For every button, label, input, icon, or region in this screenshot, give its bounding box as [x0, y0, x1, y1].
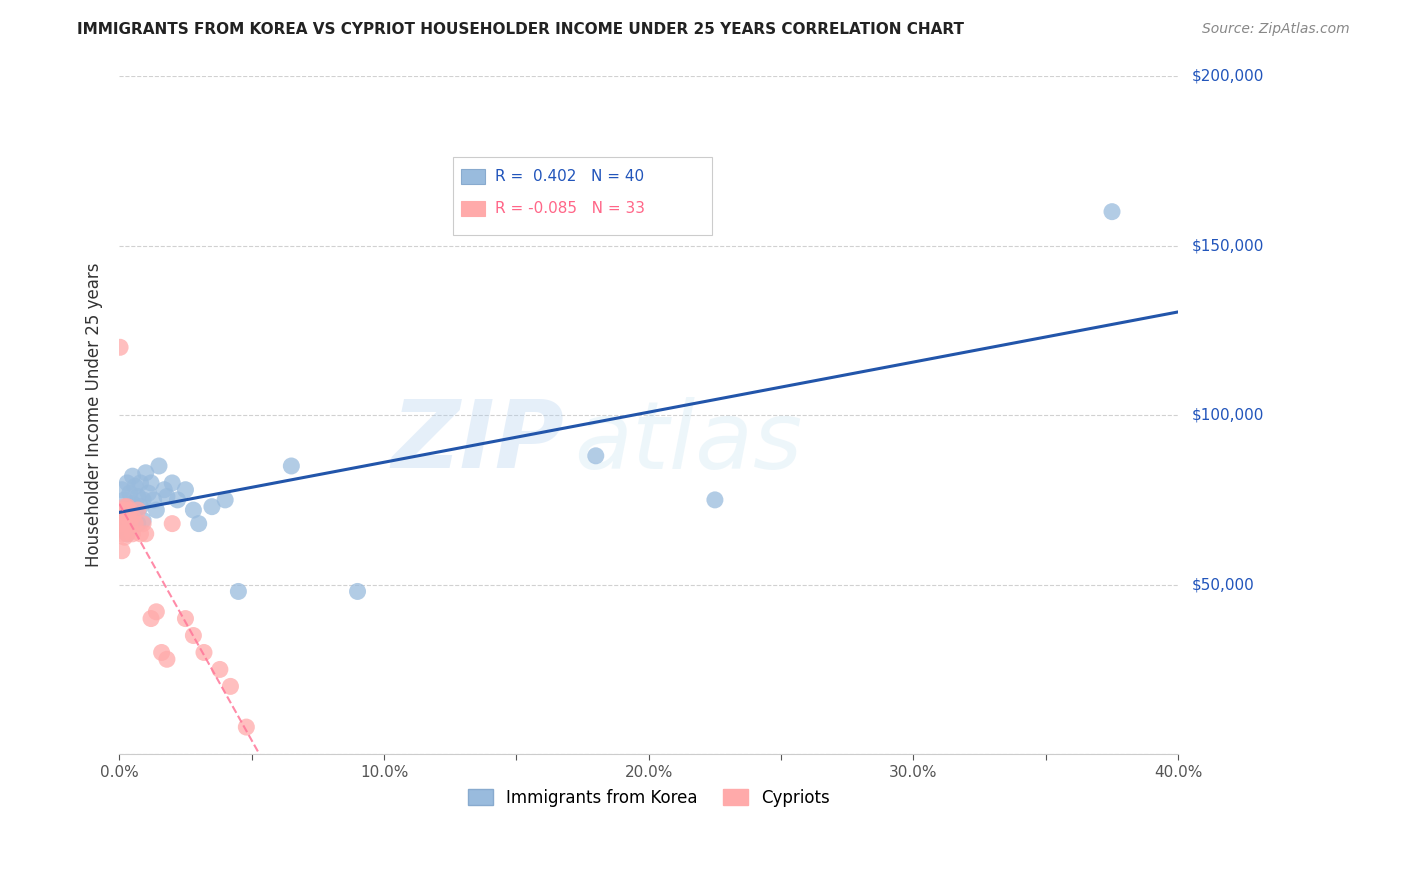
- FancyBboxPatch shape: [453, 157, 713, 235]
- Point: [121, 496, 143, 510]
- Point: [129, 500, 152, 514]
- Point: [108, 340, 131, 354]
- Text: $100,000: $100,000: [1192, 408, 1264, 423]
- Point: [228, 584, 250, 599]
- Point: [346, 584, 368, 599]
- Point: [145, 503, 167, 517]
- Point: [124, 503, 146, 517]
- Point: [114, 530, 136, 544]
- Point: [142, 492, 165, 507]
- Point: [156, 490, 179, 504]
- Point: [585, 449, 607, 463]
- Point: [132, 492, 155, 507]
- Point: [135, 466, 157, 480]
- Point: [703, 492, 725, 507]
- FancyBboxPatch shape: [461, 201, 485, 216]
- Text: ZIP: ZIP: [391, 396, 564, 488]
- Point: [111, 543, 134, 558]
- Text: IMMIGRANTS FROM KOREA VS CYPRIOT HOUSEHOLDER INCOME UNDER 25 YEARS CORRELATION C: IMMIGRANTS FROM KOREA VS CYPRIOT HOUSEHO…: [77, 22, 965, 37]
- Point: [115, 526, 138, 541]
- Point: [115, 475, 138, 490]
- Point: [129, 475, 152, 490]
- Text: R = -0.085   N = 33: R = -0.085 N = 33: [495, 201, 645, 216]
- Point: [121, 526, 143, 541]
- Point: [187, 516, 209, 531]
- Text: $200,000: $200,000: [1192, 69, 1264, 84]
- Point: [110, 516, 132, 531]
- Point: [1101, 204, 1123, 219]
- Point: [127, 516, 149, 531]
- Point: [124, 516, 146, 531]
- Point: [114, 492, 136, 507]
- Point: [129, 526, 152, 541]
- Point: [115, 509, 138, 524]
- Point: [132, 516, 155, 531]
- Point: [166, 492, 188, 507]
- Point: [153, 483, 176, 497]
- Point: [111, 503, 134, 517]
- Y-axis label: Householder Income Under 25 years: Householder Income Under 25 years: [86, 263, 103, 567]
- Text: R =  0.402   N = 40: R = 0.402 N = 40: [495, 169, 644, 184]
- Point: [111, 516, 134, 531]
- Point: [121, 469, 143, 483]
- Point: [138, 486, 160, 500]
- Point: [201, 500, 224, 514]
- Point: [174, 611, 197, 625]
- Point: [183, 503, 205, 517]
- Point: [124, 479, 146, 493]
- Point: [111, 503, 134, 517]
- Point: [118, 486, 141, 500]
- Point: [118, 516, 141, 531]
- Point: [219, 679, 242, 693]
- Text: $50,000: $50,000: [1192, 577, 1254, 592]
- Point: [160, 475, 183, 490]
- Point: [156, 652, 179, 666]
- Point: [139, 475, 162, 490]
- Point: [208, 662, 231, 676]
- Point: [148, 458, 170, 473]
- Point: [114, 503, 136, 517]
- Text: $150,000: $150,000: [1192, 238, 1264, 253]
- Point: [160, 516, 183, 531]
- FancyBboxPatch shape: [461, 169, 485, 184]
- Point: [145, 605, 167, 619]
- Point: [127, 490, 149, 504]
- Point: [183, 628, 205, 642]
- Point: [115, 500, 138, 514]
- Point: [111, 526, 134, 541]
- Point: [127, 503, 149, 517]
- Point: [174, 483, 197, 497]
- Point: [193, 645, 215, 659]
- Point: [111, 483, 134, 497]
- Point: [114, 500, 136, 514]
- Point: [139, 611, 162, 625]
- Point: [150, 645, 173, 659]
- Point: [114, 516, 136, 531]
- Point: [114, 516, 136, 531]
- Point: [132, 513, 155, 527]
- Legend: Immigrants from Korea, Cypriots: Immigrants from Korea, Cypriots: [461, 782, 837, 814]
- Point: [118, 503, 141, 517]
- Text: atlas: atlas: [575, 397, 803, 488]
- Point: [115, 500, 138, 514]
- Point: [121, 509, 143, 524]
- Point: [115, 526, 138, 541]
- Point: [135, 526, 157, 541]
- Point: [118, 509, 141, 524]
- Point: [235, 720, 257, 734]
- Point: [280, 458, 302, 473]
- Text: Source: ZipAtlas.com: Source: ZipAtlas.com: [1202, 22, 1350, 37]
- Point: [214, 492, 236, 507]
